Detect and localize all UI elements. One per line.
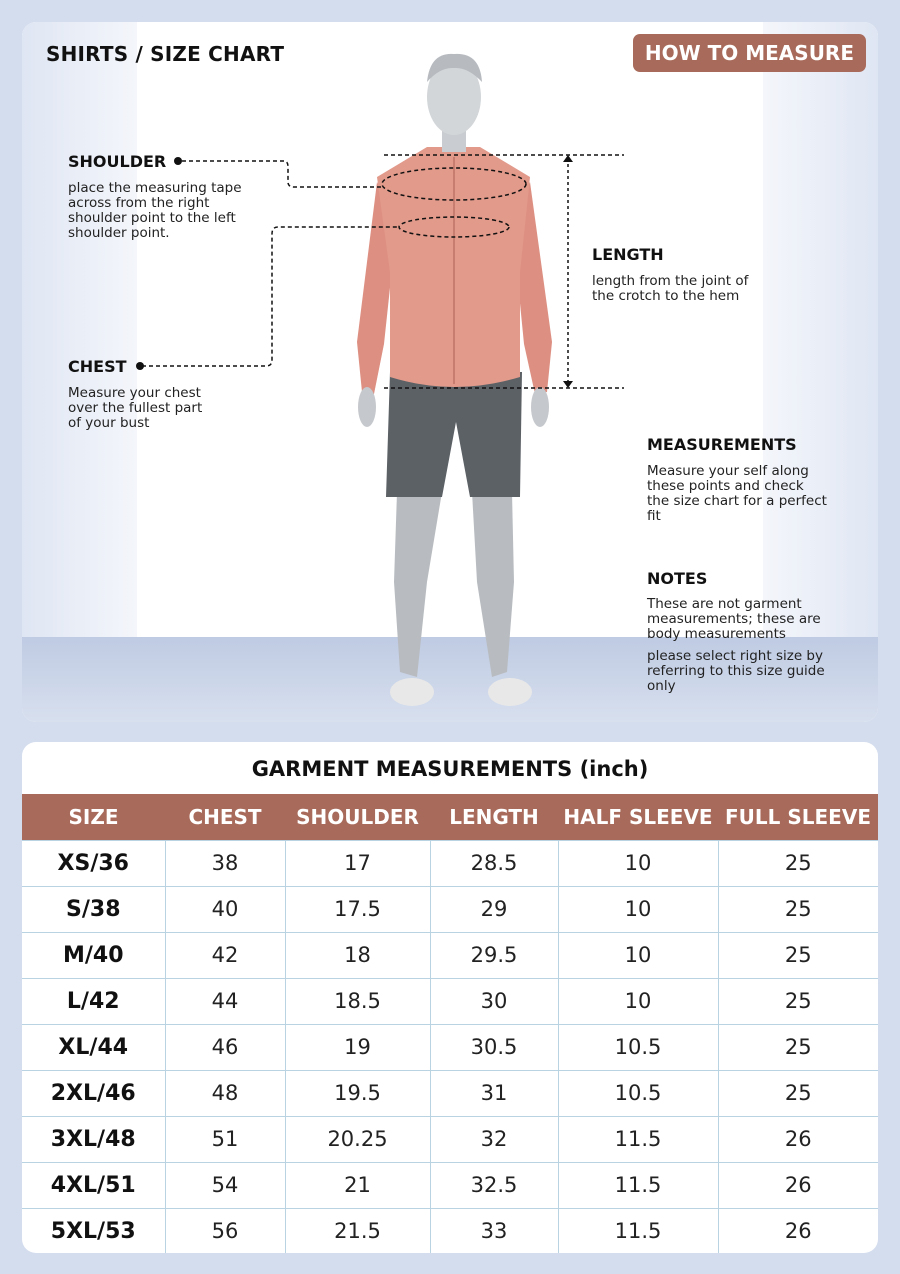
chest-label: CHEST bbox=[68, 357, 127, 376]
floor bbox=[22, 637, 878, 722]
length-label: LENGTH bbox=[592, 245, 664, 264]
value-cell: 17 bbox=[284, 839, 431, 887]
table-row: XS/36 38 17 28.5 10 25 bbox=[22, 839, 878, 887]
mannequin-illustration bbox=[136, 53, 624, 706]
value-cell: 32.5 bbox=[429, 1161, 559, 1209]
size-cell: 4XL/51 bbox=[22, 1161, 166, 1209]
value-cell: 26 bbox=[717, 1161, 878, 1209]
table-row: 5XL/53 56 21.5 33 11.5 26 bbox=[22, 1207, 878, 1253]
value-cell: 54 bbox=[164, 1161, 286, 1209]
page-title: SHIRTS / SIZE CHART bbox=[46, 42, 285, 66]
value-cell: 25 bbox=[717, 977, 878, 1025]
value-cell: 10 bbox=[557, 977, 719, 1025]
table-row: XL/44 46 19 30.5 10.5 25 bbox=[22, 1023, 878, 1071]
value-cell: 19.5 bbox=[284, 1069, 431, 1117]
table-row: 3XL/48 51 20.25 32 11.5 26 bbox=[22, 1115, 878, 1163]
measurements-text: Measure your self along these points and… bbox=[647, 463, 827, 524]
shoulder-text: place the measuring tape across from the… bbox=[68, 180, 242, 241]
size-cell: XS/36 bbox=[22, 839, 166, 887]
value-cell: 10.5 bbox=[557, 1023, 719, 1071]
notes-text: These are not garment measurements; thes… bbox=[647, 596, 821, 642]
table-row: M/40 42 18 29.5 10 25 bbox=[22, 931, 878, 979]
value-cell: 56 bbox=[164, 1207, 286, 1253]
table-row: 4XL/51 54 21 32.5 11.5 26 bbox=[22, 1161, 878, 1209]
measurements-label: MEASUREMENTS bbox=[647, 435, 797, 454]
column-header: SHOULDER bbox=[285, 794, 430, 840]
value-cell: 25 bbox=[717, 839, 878, 887]
notes-label: NOTES bbox=[647, 569, 708, 588]
value-cell: 10 bbox=[557, 885, 719, 933]
value-cell: 29 bbox=[429, 885, 559, 933]
value-cell: 30.5 bbox=[429, 1023, 559, 1071]
value-cell: 25 bbox=[717, 1023, 878, 1071]
length-text: length from the joint of the crotch to t… bbox=[592, 273, 749, 304]
wall bbox=[22, 22, 137, 642]
size-cell: M/40 bbox=[22, 931, 166, 979]
size-cell: L/42 bbox=[22, 977, 166, 1025]
size-cell: 3XL/48 bbox=[22, 1115, 166, 1163]
value-cell: 21 bbox=[284, 1161, 431, 1209]
notes-text-2: please select right size by referring to… bbox=[647, 648, 825, 694]
column-header: FULL SLEEVE bbox=[718, 794, 878, 840]
value-cell: 51 bbox=[164, 1115, 286, 1163]
column-header: HALF SLEEVE bbox=[558, 794, 718, 840]
value-cell: 28.5 bbox=[429, 839, 559, 887]
value-cell: 30 bbox=[429, 977, 559, 1025]
value-cell: 25 bbox=[717, 931, 878, 979]
size-table: SIZE CHEST SHOULDER LENGTH HALF SLEEVE FULL S… bbox=[22, 794, 878, 1253]
column-header: CHEST bbox=[165, 794, 285, 840]
how-to-measure-button[interactable]: HOW TO MEASURE bbox=[632, 34, 866, 72]
value-cell: 26 bbox=[717, 1115, 878, 1163]
column-header: SIZE bbox=[22, 794, 165, 840]
wall bbox=[763, 22, 878, 642]
value-cell: 17.5 bbox=[284, 885, 431, 933]
value-cell: 11.5 bbox=[557, 1115, 719, 1163]
value-cell: 25 bbox=[717, 885, 878, 933]
value-cell: 11.5 bbox=[557, 1207, 719, 1253]
shoulder-label: SHOULDER bbox=[68, 152, 167, 171]
value-cell: 10 bbox=[557, 931, 719, 979]
size-cell: 2XL/46 bbox=[22, 1069, 166, 1117]
value-cell: 10.5 bbox=[557, 1069, 719, 1117]
column-header: LENGTH bbox=[430, 794, 558, 840]
value-cell: 20.25 bbox=[284, 1115, 431, 1163]
value-cell: 10 bbox=[557, 839, 719, 887]
value-cell: 26 bbox=[717, 1207, 878, 1253]
table-title: GARMENT MEASUREMENTS (inch) bbox=[251, 757, 649, 781]
measure-guide-panel: SHIRTS / SIZE CHART HOW TO MEASURE SHOUL… bbox=[22, 22, 878, 722]
value-cell: 11.5 bbox=[557, 1161, 719, 1209]
value-cell: 38 bbox=[164, 839, 286, 887]
value-cell: 21.5 bbox=[284, 1207, 431, 1253]
value-cell: 29.5 bbox=[429, 931, 559, 979]
table-row: L/42 44 18.5 30 10 25 bbox=[22, 977, 878, 1025]
value-cell: 32 bbox=[429, 1115, 559, 1163]
table-header-row: SIZE CHEST SHOULDER LENGTH HALF SLEEVE FULL S… bbox=[22, 794, 878, 840]
value-cell: 18.5 bbox=[284, 977, 431, 1025]
value-cell: 40 bbox=[164, 885, 286, 933]
value-cell: 48 bbox=[164, 1069, 286, 1117]
value-cell: 33 bbox=[429, 1207, 559, 1253]
size-table-card: GARMENT MEASUREMENTS (inch) SIZE CHEST SHO… bbox=[22, 742, 878, 1253]
size-cell: XL/44 bbox=[22, 1023, 166, 1071]
value-cell: 25 bbox=[717, 1069, 878, 1117]
value-cell: 31 bbox=[429, 1069, 559, 1117]
value-cell: 19 bbox=[284, 1023, 431, 1071]
size-cell: S/38 bbox=[22, 885, 166, 933]
table-row: S/38 40 17.5 29 10 25 bbox=[22, 885, 878, 933]
value-cell: 44 bbox=[164, 977, 286, 1025]
value-cell: 42 bbox=[164, 931, 286, 979]
chest-text: Measure your chest over the fullest part… bbox=[68, 385, 203, 431]
size-cell: 5XL/53 bbox=[22, 1207, 166, 1253]
table-row: 2XL/46 48 19.5 31 10.5 25 bbox=[22, 1069, 878, 1117]
value-cell: 46 bbox=[164, 1023, 286, 1071]
value-cell: 18 bbox=[284, 931, 431, 979]
